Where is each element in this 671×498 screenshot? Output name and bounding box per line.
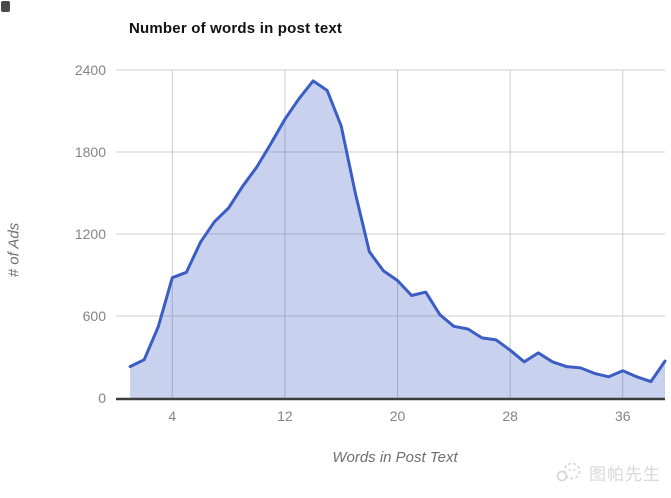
x-axis-title: Words in Post Text	[332, 449, 458, 466]
y-tick-label: 1200	[75, 226, 106, 242]
series-line	[128, 79, 667, 384]
x-tick-label: 36	[615, 408, 631, 424]
watermark: 图帕先生	[554, 458, 661, 486]
y-tick-label: 1800	[75, 144, 106, 160]
x-tick-label: 12	[277, 408, 293, 424]
x-tick-label: 20	[390, 408, 406, 424]
chart-title: Number of words in post text	[129, 20, 343, 37]
y-tick-label: 0	[98, 390, 106, 406]
watermark-logo-icon	[556, 462, 581, 482]
y-tick-label: 2400	[75, 62, 106, 78]
corner-artifact	[1, 1, 10, 12]
y-tick-label: 600	[83, 308, 107, 324]
watermark-text: 图帕先生	[589, 464, 661, 484]
x-tick-label: 28	[502, 408, 518, 424]
series-area-fill	[130, 80, 666, 399]
x-tick-label: 4	[168, 408, 176, 424]
